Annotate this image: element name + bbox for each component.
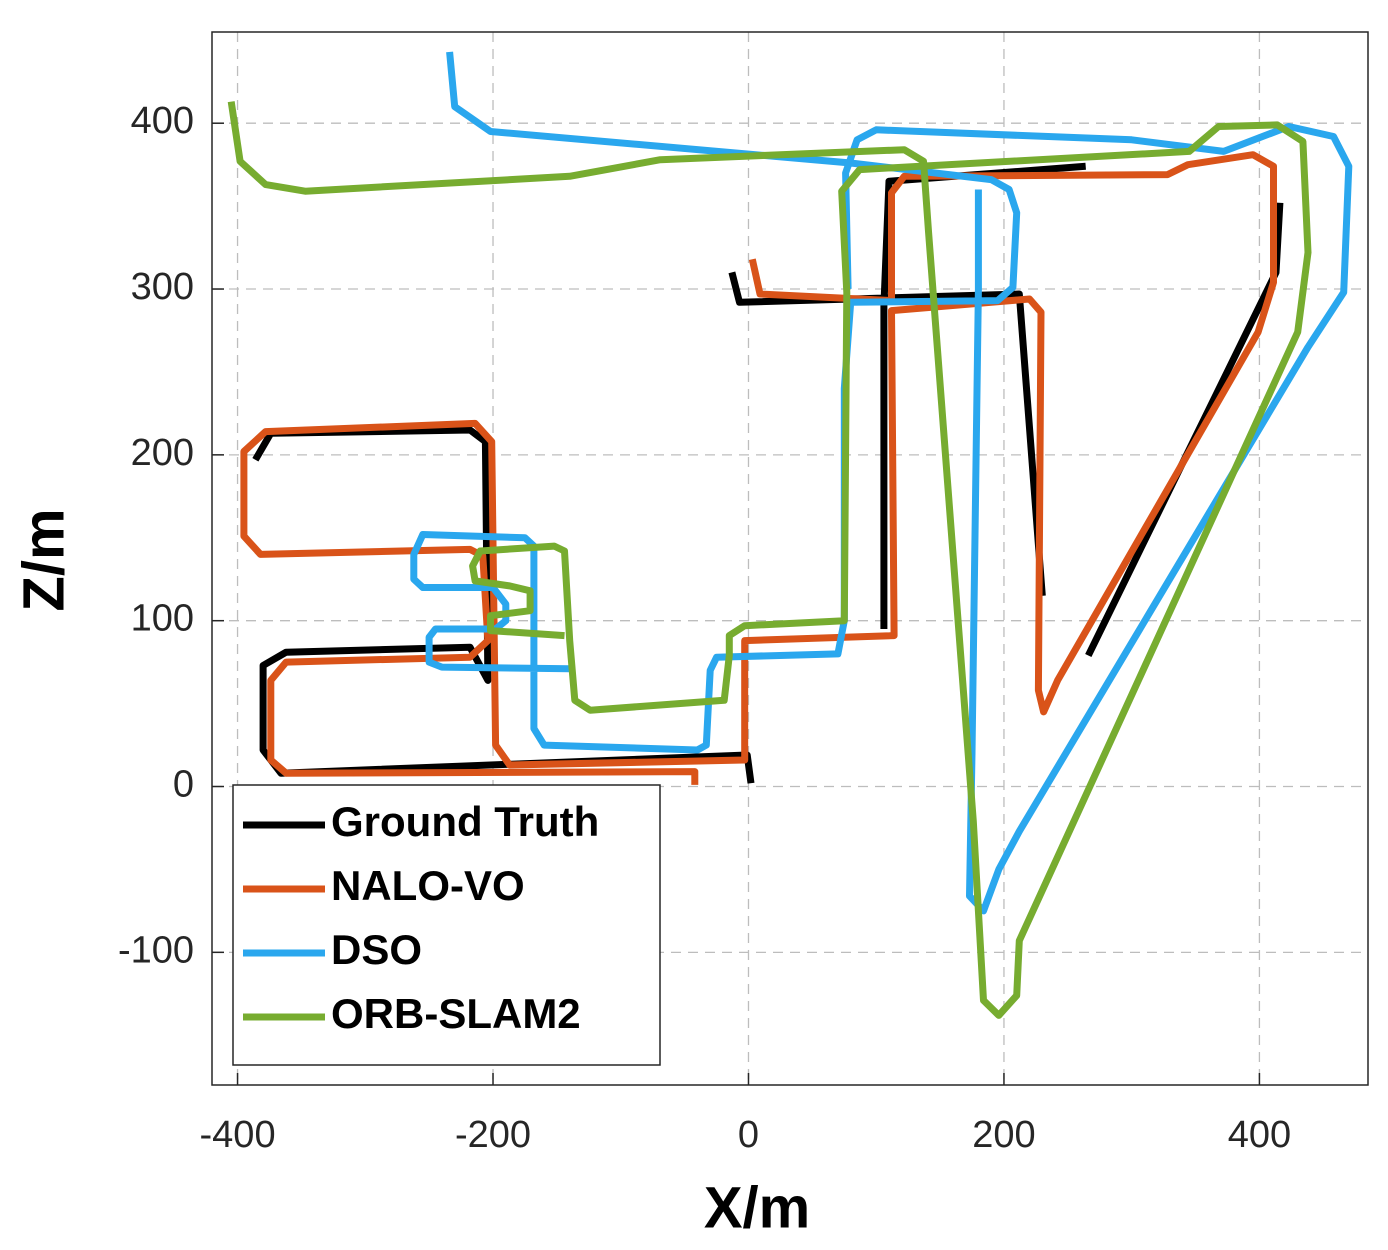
y-tick-label: 0	[173, 764, 194, 806]
legend-label: ORB-SLAM2	[331, 990, 581, 1037]
x-axis-label: X/m	[704, 1175, 810, 1240]
plot-frame	[211, 31, 1369, 1086]
legend-label: Ground Truth	[331, 798, 599, 845]
legend-label: DSO	[331, 926, 422, 973]
trajectory-line	[240, 151, 1277, 785]
trajectory-line	[410, 51, 1353, 915]
y-tick-label: 400	[131, 100, 194, 142]
y-axis-label: Z/m	[11, 508, 76, 611]
y-tick-label: 100	[131, 598, 194, 640]
trajectory-line	[227, 101, 1312, 1019]
y-tick-label: 300	[131, 266, 194, 308]
x-tick-label: -400	[200, 1114, 276, 1156]
x-tick-label: 400	[1228, 1114, 1291, 1156]
legend-label: NALO-VO	[331, 862, 525, 909]
x-tick-label: 0	[738, 1114, 759, 1156]
y-tick-label: 200	[131, 432, 194, 474]
y-tick-label: -100	[118, 929, 194, 971]
x-tick-label: -200	[455, 1114, 531, 1156]
x-tick-label: 200	[972, 1114, 1035, 1156]
